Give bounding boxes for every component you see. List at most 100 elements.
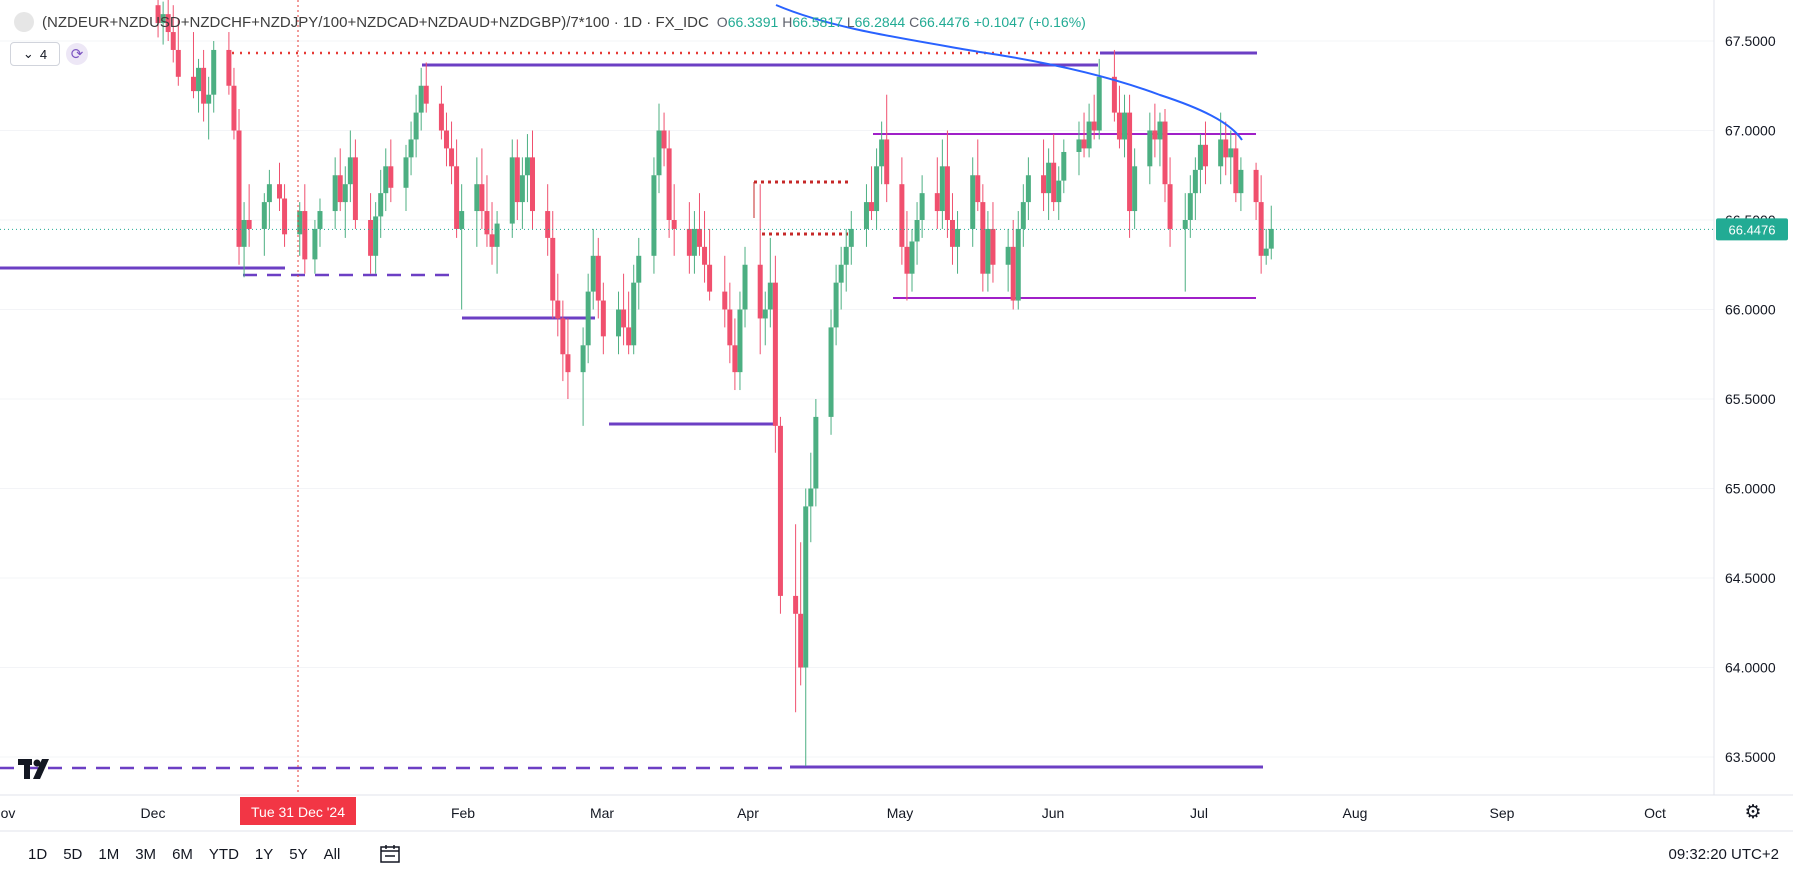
candle[interactable] [919,175,925,238]
candle[interactable] [1005,228,1011,292]
candle[interactable] [970,157,976,247]
candle[interactable] [757,184,763,355]
candle[interactable] [1187,175,1193,238]
candle[interactable] [383,148,389,212]
candle[interactable] [1157,112,1163,167]
candle[interactable] [175,19,181,86]
candle[interactable] [524,134,530,203]
candle[interactable] [722,255,728,328]
candle[interactable] [418,67,424,131]
candle[interactable] [241,202,247,278]
candle[interactable] [899,157,905,265]
candle[interactable] [347,130,353,203]
timeframe-1m-button[interactable]: 1M [98,845,120,863]
candles[interactable] [155,0,1274,766]
candle[interactable] [813,399,819,507]
candle[interactable] [155,0,161,38]
candle[interactable] [474,157,480,247]
candle[interactable] [595,237,601,319]
candle[interactable] [727,282,733,364]
candle[interactable] [266,169,272,229]
candle[interactable] [600,282,606,355]
candle[interactable] [170,5,176,63]
candle[interactable] [939,139,945,229]
candle[interactable] [190,32,196,99]
candle[interactable] [1192,157,1198,220]
candle[interactable] [874,148,880,229]
candle[interactable] [352,139,358,229]
candle[interactable] [914,202,920,265]
candle[interactable] [388,139,394,203]
candle[interactable] [337,148,343,212]
candle[interactable] [1041,139,1047,212]
gear-icon[interactable]: ⚙ [1744,801,1762,823]
candle[interactable] [1025,157,1031,220]
timeframe-5d-button[interactable]: 5D [63,845,83,863]
candle[interactable] [545,184,551,256]
candle[interactable] [944,130,950,238]
calendar-range-icon[interactable] [378,843,404,865]
timeframe-5y-button[interactable]: 5Y [289,845,308,863]
timeframe-ytd-button[interactable]: YTD [208,845,239,863]
candle[interactable] [767,237,773,328]
candle[interactable] [282,184,288,247]
candle[interactable] [686,202,692,274]
candle[interactable] [509,139,515,238]
candle[interactable] [833,264,839,346]
candle[interactable] [585,273,591,364]
candle[interactable] [980,184,986,292]
candle[interactable] [777,416,783,614]
candle[interactable] [1056,166,1062,220]
candle[interactable] [1182,193,1188,292]
candle[interactable] [1122,94,1128,158]
tradingview-logo-icon[interactable] [18,755,58,783]
candle[interactable] [803,488,809,766]
candle[interactable] [762,291,768,346]
candle[interactable] [332,157,338,229]
candle[interactable] [373,202,379,274]
candle[interactable] [636,237,642,310]
sync-icon[interactable]: ⟳ [66,43,88,65]
candle[interactable] [798,542,804,686]
candle[interactable] [449,121,455,185]
candle[interactable] [494,211,500,274]
candle[interactable] [904,211,910,301]
candle[interactable] [408,121,414,176]
candle[interactable] [671,184,677,256]
candle[interactable] [985,211,991,292]
candle[interactable] [317,198,323,247]
candle[interactable] [884,94,890,203]
candle[interactable] [277,162,282,212]
candle[interactable] [236,109,242,265]
candle[interactable] [702,211,708,283]
candle[interactable] [990,202,996,283]
candle[interactable] [1061,139,1067,194]
candle[interactable] [1197,134,1203,194]
candle[interactable] [1218,112,1224,185]
candle[interactable] [1010,220,1016,310]
candle[interactable] [1233,134,1239,203]
candle[interactable] [231,67,237,140]
candle[interactable] [1051,134,1057,212]
candle[interactable] [1147,112,1153,185]
candle[interactable] [196,58,202,113]
candle[interactable] [565,318,571,399]
candle[interactable] [514,139,520,220]
time-axis-labels[interactable]: ov Dec Feb Mar Apr May Jun Jul Aug Sep Oct [1,805,1666,821]
candle[interactable] [484,175,490,247]
candle[interactable] [1238,157,1244,212]
candle[interactable] [843,228,849,292]
candle[interactable] [863,184,869,247]
timeframe-6m-button[interactable]: 6M [172,845,193,863]
candle[interactable] [342,166,348,238]
candle[interactable] [1081,112,1087,158]
candle[interactable] [661,112,667,167]
candle[interactable] [1111,49,1117,122]
candle[interactable] [555,273,561,337]
candle[interactable] [580,327,586,426]
timeframe-1d-button[interactable]: 1D [28,845,48,863]
candle[interactable] [621,273,627,346]
candle[interactable] [1253,162,1259,220]
candle[interactable] [413,94,419,158]
